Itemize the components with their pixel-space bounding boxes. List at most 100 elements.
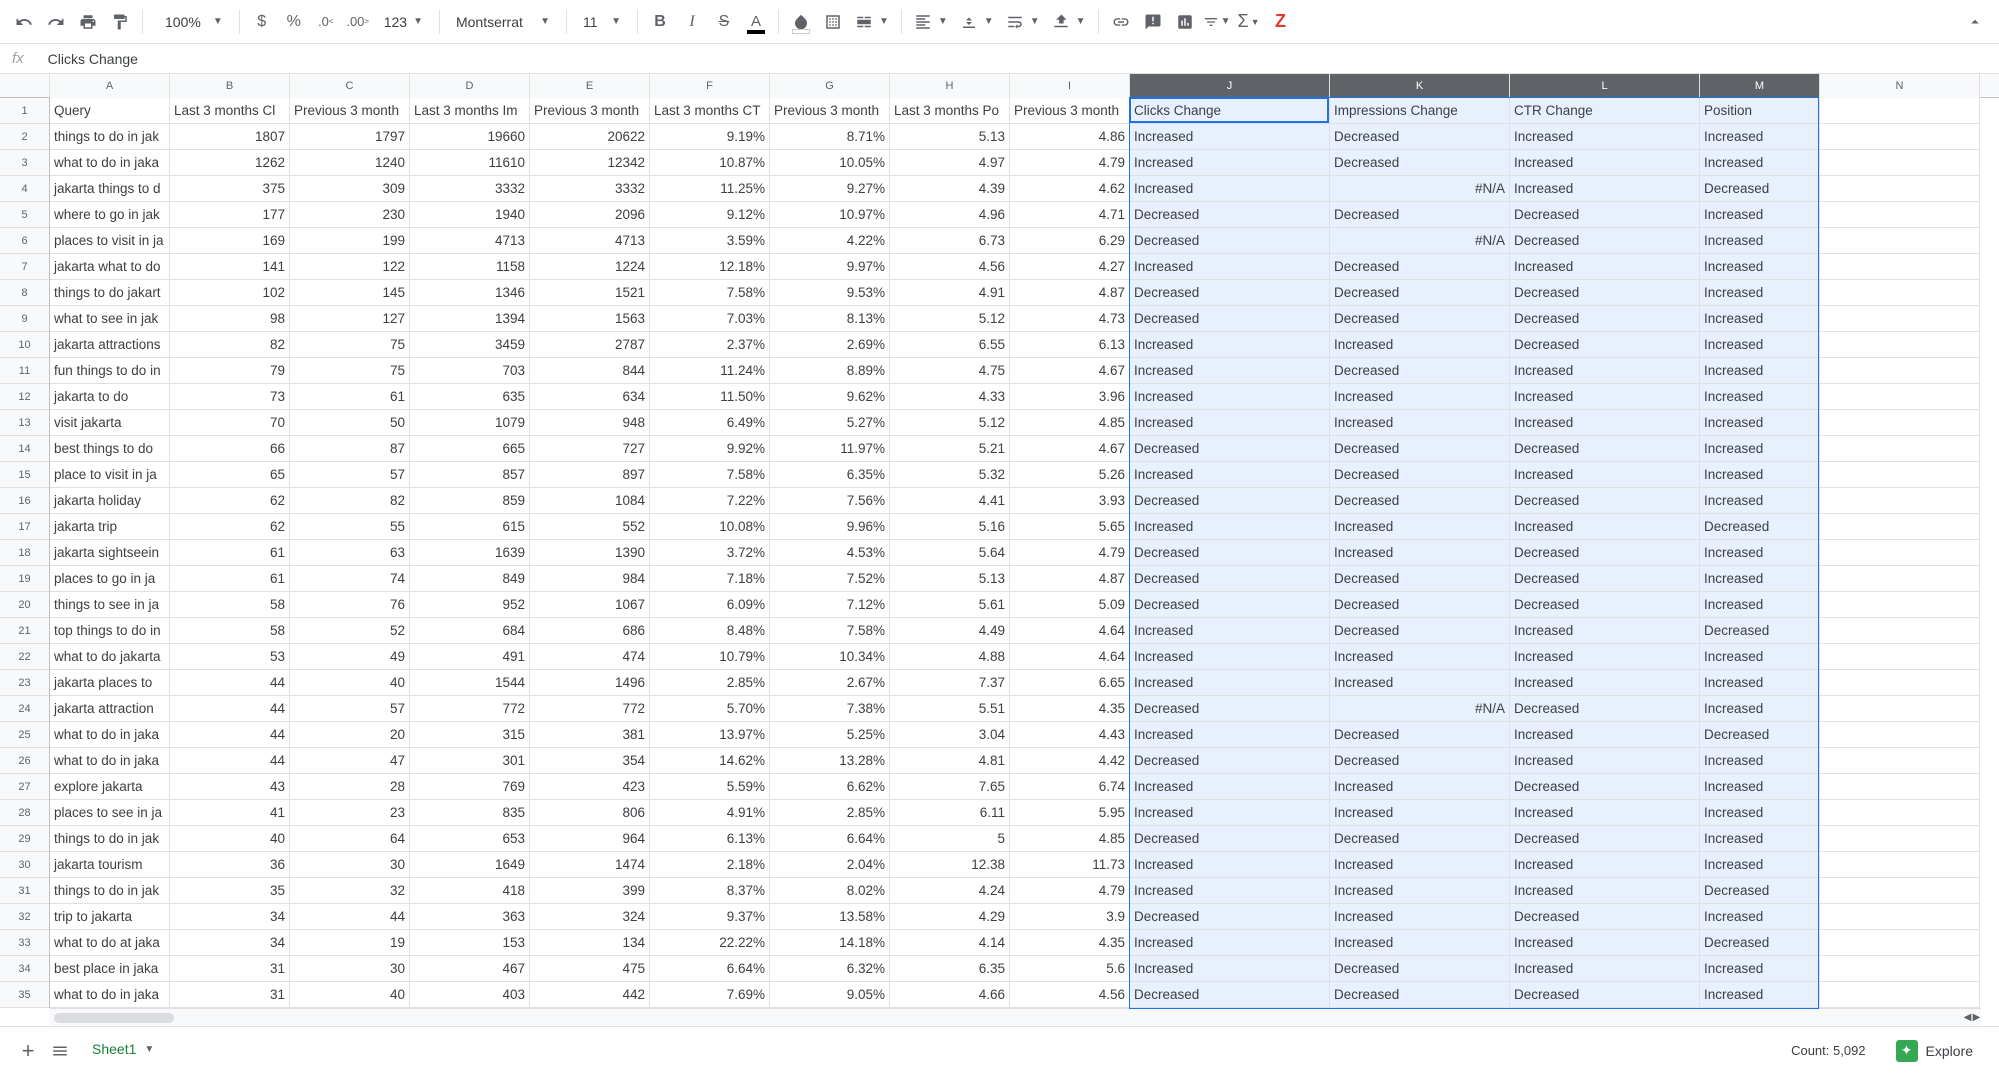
data-cell[interactable]: Increased <box>1510 124 1700 150</box>
data-cell[interactable]: Decreased <box>1510 826 1700 852</box>
data-cell[interactable] <box>1820 410 1980 436</box>
borders-button[interactable] <box>819 8 847 36</box>
data-cell[interactable]: 64 <box>290 826 410 852</box>
currency-button[interactable]: $ <box>248 8 276 36</box>
data-cell[interactable]: Decreased <box>1330 306 1510 332</box>
data-cell[interactable]: 4713 <box>410 228 530 254</box>
row-header[interactable]: 24 <box>0 696 49 722</box>
column-header[interactable]: D <box>410 74 530 98</box>
data-cell[interactable]: Increased <box>1700 566 1820 592</box>
font-dropdown[interactable]: Montserrat▼ <box>448 8 558 36</box>
data-cell[interactable]: 7.58% <box>650 462 770 488</box>
data-cell[interactable]: 10.05% <box>770 150 890 176</box>
data-cell[interactable]: 859 <box>410 488 530 514</box>
row-header[interactable]: 29 <box>0 826 49 852</box>
row-header[interactable]: 22 <box>0 644 49 670</box>
data-cell[interactable]: 4.49 <box>890 618 1010 644</box>
data-cell[interactable]: fun things to do in <box>50 358 170 384</box>
data-cell[interactable]: Increased <box>1330 800 1510 826</box>
data-cell[interactable]: Decreased <box>1130 280 1330 306</box>
data-cell[interactable]: Increased <box>1130 254 1330 280</box>
data-cell[interactable]: 7.58% <box>770 618 890 644</box>
data-cell[interactable]: Increased <box>1510 852 1700 878</box>
print-button[interactable] <box>74 8 102 36</box>
data-cell[interactable] <box>1820 202 1980 228</box>
data-cell[interactable] <box>1820 696 1980 722</box>
data-cell[interactable]: 5.32 <box>890 462 1010 488</box>
paint-format-button[interactable] <box>106 8 134 36</box>
addon-z-button[interactable]: Z <box>1267 8 1295 36</box>
data-cell[interactable] <box>1820 306 1980 332</box>
data-cell[interactable]: 835 <box>410 800 530 826</box>
data-cell[interactable]: things to do in jak <box>50 124 170 150</box>
data-cell[interactable]: best things to do <box>50 436 170 462</box>
data-cell[interactable]: 31 <box>170 956 290 982</box>
data-cell[interactable] <box>1820 540 1980 566</box>
data-cell[interactable]: Increased <box>1510 670 1700 696</box>
data-cell[interactable]: 1224 <box>530 254 650 280</box>
data-cell[interactable]: 375 <box>170 176 290 202</box>
data-cell[interactable]: 4.24 <box>890 878 1010 904</box>
data-cell[interactable]: 75 <box>290 358 410 384</box>
header-cell[interactable]: Position <box>1700 98 1820 124</box>
data-cell[interactable]: 41 <box>170 800 290 826</box>
data-cell[interactable]: Decreased <box>1130 748 1330 774</box>
percent-button[interactable]: % <box>280 8 308 36</box>
data-cell[interactable]: 12342 <box>530 150 650 176</box>
data-cell[interactable]: Increased <box>1330 670 1510 696</box>
data-cell[interactable]: Decreased <box>1130 306 1330 332</box>
row-header[interactable]: 1 <box>0 98 49 124</box>
data-cell[interactable]: 6.32% <box>770 956 890 982</box>
data-cell[interactable]: Decreased <box>1510 488 1700 514</box>
select-all-corner[interactable] <box>0 74 50 98</box>
more-formats-dropdown[interactable]: 123▼ <box>376 8 431 36</box>
data-cell[interactable]: 55 <box>290 514 410 540</box>
data-cell[interactable]: what to do jakarta <box>50 644 170 670</box>
data-cell[interactable]: 806 <box>530 800 650 826</box>
data-cell[interactable]: 4.14 <box>890 930 1010 956</box>
data-cell[interactable]: 87 <box>290 436 410 462</box>
data-cell[interactable]: 1158 <box>410 254 530 280</box>
data-cell[interactable]: Decreased <box>1330 280 1510 306</box>
data-cell[interactable]: Increased <box>1510 618 1700 644</box>
data-cell[interactable]: 653 <box>410 826 530 852</box>
data-cell[interactable]: Decreased <box>1330 956 1510 982</box>
data-cell[interactable]: 52 <box>290 618 410 644</box>
data-cell[interactable]: Decreased <box>1330 358 1510 384</box>
data-cell[interactable]: 13.97% <box>650 722 770 748</box>
column-header[interactable]: A <box>50 74 170 98</box>
data-cell[interactable]: 13.58% <box>770 904 890 930</box>
functions-button[interactable]: Σ▼ <box>1235 8 1263 36</box>
data-cell[interactable]: jakarta to do <box>50 384 170 410</box>
data-cell[interactable]: 4.85 <box>1010 410 1130 436</box>
data-cell[interactable]: Increased <box>1700 982 1820 1008</box>
data-cell[interactable]: 467 <box>410 956 530 982</box>
data-cell[interactable]: 1067 <box>530 592 650 618</box>
data-cell[interactable]: Increased <box>1510 150 1700 176</box>
data-cell[interactable]: 30 <box>290 956 410 982</box>
data-cell[interactable]: 4.29 <box>890 904 1010 930</box>
row-header[interactable]: 5 <box>0 202 49 228</box>
data-cell[interactable]: 2.85% <box>770 800 890 826</box>
data-cell[interactable]: #N/A <box>1330 696 1510 722</box>
data-cell[interactable]: Increased <box>1130 800 1330 826</box>
data-cell[interactable]: 354 <box>530 748 650 774</box>
row-header[interactable]: 13 <box>0 410 49 436</box>
data-cell[interactable]: 4.71 <box>1010 202 1130 228</box>
data-cell[interactable]: 4.79 <box>1010 878 1130 904</box>
data-cell[interactable]: 4.43 <box>1010 722 1130 748</box>
data-cell[interactable]: 82 <box>290 488 410 514</box>
data-cell[interactable]: 44 <box>170 670 290 696</box>
data-cell[interactable]: Decreased <box>1510 306 1700 332</box>
data-cell[interactable]: 7.03% <box>650 306 770 332</box>
row-header[interactable]: 20 <box>0 592 49 618</box>
data-cell[interactable]: 32 <box>290 878 410 904</box>
header-cell[interactable]: Previous 3 month <box>1010 98 1130 124</box>
row-header[interactable]: 27 <box>0 774 49 800</box>
column-header[interactable]: J <box>1130 74 1330 98</box>
data-cell[interactable]: Decreased <box>1130 826 1330 852</box>
data-cell[interactable]: 1474 <box>530 852 650 878</box>
data-cell[interactable]: Increased <box>1130 722 1330 748</box>
data-cell[interactable]: 552 <box>530 514 650 540</box>
data-cell[interactable]: Decreased <box>1330 592 1510 618</box>
